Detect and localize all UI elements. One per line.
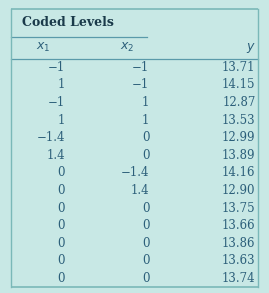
Text: 0: 0 [142, 202, 149, 214]
Text: 1: 1 [58, 114, 65, 127]
Text: 0: 0 [58, 237, 65, 250]
Text: 0: 0 [58, 254, 65, 267]
Text: 1: 1 [58, 79, 65, 91]
Text: 13.74: 13.74 [222, 272, 256, 285]
Text: 0: 0 [58, 202, 65, 214]
Text: 0: 0 [58, 166, 65, 179]
Text: Coded Levels: Coded Levels [22, 16, 114, 29]
Text: 13.75: 13.75 [222, 202, 256, 214]
Text: 12.90: 12.90 [222, 184, 256, 197]
Text: −1: −1 [132, 61, 149, 74]
Text: 1: 1 [142, 114, 149, 127]
Text: 13.53: 13.53 [222, 114, 256, 127]
Text: 0: 0 [142, 272, 149, 285]
Text: 13.63: 13.63 [222, 254, 256, 267]
Text: −1: −1 [48, 61, 65, 74]
Text: 0: 0 [58, 184, 65, 197]
Text: 1.4: 1.4 [131, 184, 149, 197]
Text: $x_2$: $x_2$ [120, 41, 134, 54]
Text: −1: −1 [48, 96, 65, 109]
Text: $x_1$: $x_1$ [36, 41, 50, 54]
Text: 12.99: 12.99 [222, 131, 256, 144]
Text: 0: 0 [142, 131, 149, 144]
Text: 1: 1 [142, 96, 149, 109]
Text: 13.71: 13.71 [222, 61, 256, 74]
Text: 0: 0 [58, 219, 65, 232]
Text: 13.89: 13.89 [222, 149, 256, 162]
Text: 12.87: 12.87 [222, 96, 256, 109]
Text: −1.4: −1.4 [37, 131, 65, 144]
Text: 13.66: 13.66 [222, 219, 256, 232]
Text: −1.4: −1.4 [121, 166, 149, 179]
Text: 0: 0 [142, 219, 149, 232]
Text: 14.15: 14.15 [222, 79, 256, 91]
Text: 0: 0 [142, 254, 149, 267]
Text: 0: 0 [58, 272, 65, 285]
Text: $y$: $y$ [246, 41, 256, 54]
Text: 0: 0 [142, 237, 149, 250]
Text: 13.86: 13.86 [222, 237, 256, 250]
Text: 14.16: 14.16 [222, 166, 256, 179]
Text: −1: −1 [132, 79, 149, 91]
Text: 1.4: 1.4 [47, 149, 65, 162]
Text: 0: 0 [142, 149, 149, 162]
